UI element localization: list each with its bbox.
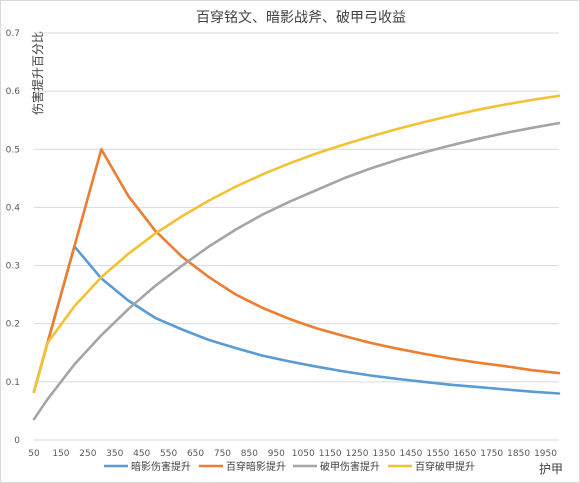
series-line-2 — [32, 148, 561, 394]
x-tick-label: 1150 — [319, 449, 342, 459]
legend-label: 百穿破甲提升 — [415, 460, 475, 473]
series-line-3 — [32, 121, 561, 421]
chart-title: 百穿铭文、暗影战斧、破甲弓收益 — [196, 10, 406, 26]
y-tick-label: 0.3 — [6, 262, 20, 272]
x-tick-label: 1750 — [480, 449, 503, 459]
x-tick-label: 1250 — [346, 449, 369, 459]
y-tick-label: 0.7 — [6, 29, 20, 39]
y-tick-label: 0 — [14, 436, 20, 446]
y-axis-title: 伤害提升百分比 — [30, 31, 45, 115]
x-tick-label: 550 — [160, 449, 177, 459]
x-axis-ticks: 50 150 250 350 450 550 650 750 850 950 1050 1150 125… — [28, 449, 557, 459]
y-tick-label: 0.1 — [6, 378, 20, 388]
x-tick-label: 750 — [214, 449, 231, 459]
y-tick-label: 0.2 — [6, 320, 20, 330]
legend-label: 暗影伤害提升 — [131, 460, 191, 473]
x-tick-label: 250 — [79, 449, 96, 459]
x-tick-label: 1050 — [292, 449, 315, 459]
legend: 暗影伤害提升 百穿暗影提升 破甲伤害提升 百穿破甲提升 — [104, 460, 475, 473]
x-tick-label: 1350 — [373, 449, 396, 459]
x-tick-label: 1550 — [426, 449, 449, 459]
y-tick-label: 0.5 — [6, 145, 20, 155]
x-tick-label: 350 — [106, 449, 123, 459]
x-tick-label: 150 — [52, 449, 69, 459]
x-axis-title: 护甲 — [539, 462, 563, 476]
x-tick-label: 950 — [268, 449, 285, 459]
legend-label: 破甲伤害提升 — [320, 460, 380, 473]
series-lines — [32, 94, 561, 421]
x-tick-label: 1450 — [399, 449, 422, 459]
legend-label: 百穿暗影提升 — [226, 460, 286, 473]
x-tick-label: 1650 — [453, 449, 476, 459]
x-tick-label: 1850 — [507, 449, 530, 459]
x-tick-label: 650 — [187, 449, 204, 459]
series-line-1 — [32, 245, 561, 395]
series-line-4 — [32, 94, 561, 394]
y-tick-label: 0.4 — [6, 203, 21, 213]
x-tick-label: 50 — [28, 449, 40, 459]
y-tick-label: 0.6 — [6, 87, 21, 97]
y-axis-ticks: 0 0.1 0.2 0.3 0.4 0.5 0.6 0.7 — [6, 29, 21, 446]
gridlines — [34, 32, 559, 441]
x-tick-label: 450 — [133, 449, 150, 459]
x-tick-label: 1950 — [534, 449, 557, 459]
x-tick-label: 850 — [241, 449, 258, 459]
